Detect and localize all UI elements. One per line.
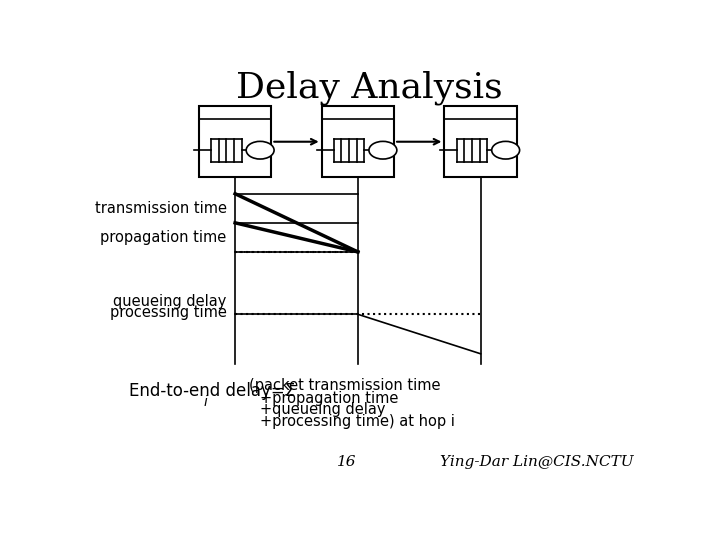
Text: transmission time: transmission time bbox=[95, 201, 227, 216]
Text: propagation time: propagation time bbox=[101, 230, 227, 245]
Text: processing time: processing time bbox=[110, 305, 227, 320]
Text: queueing delay: queueing delay bbox=[113, 294, 227, 309]
Bar bbox=[322, 106, 394, 177]
Text: +processing time) at hop i: +processing time) at hop i bbox=[260, 414, 455, 429]
Text: Ying-Dar Lin@CIS.NCTU: Ying-Dar Lin@CIS.NCTU bbox=[440, 455, 633, 469]
Bar bbox=[199, 106, 271, 177]
Text: End-to-end delay=Σ: End-to-end delay=Σ bbox=[129, 382, 295, 400]
Text: Delay Analysis: Delay Analysis bbox=[235, 70, 503, 105]
Text: +queueing delay: +queueing delay bbox=[260, 402, 386, 417]
Text: +propagation time: +propagation time bbox=[260, 391, 399, 406]
Text: (packet transmission time: (packet transmission time bbox=[249, 379, 441, 393]
Bar bbox=[444, 106, 517, 177]
Ellipse shape bbox=[492, 141, 520, 159]
Text: i: i bbox=[204, 395, 207, 409]
Ellipse shape bbox=[246, 141, 274, 159]
Ellipse shape bbox=[369, 141, 397, 159]
Text: 16: 16 bbox=[337, 455, 356, 469]
